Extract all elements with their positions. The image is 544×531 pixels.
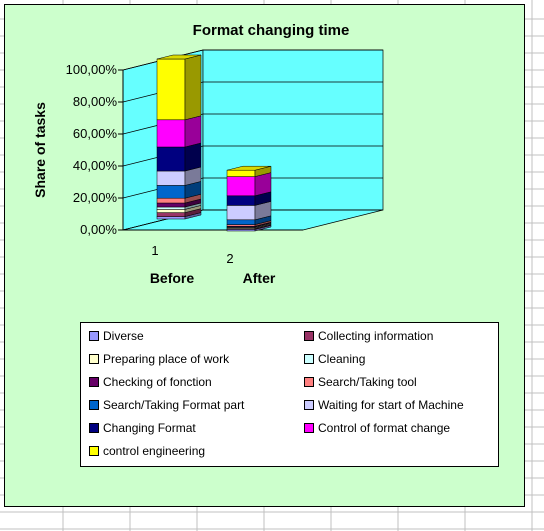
legend-label: Cleaning <box>318 352 366 366</box>
bar-segment <box>156 166 202 186</box>
y-tick-label: 80,00% <box>73 94 118 109</box>
legend-item: Waiting for start of Machine <box>304 396 464 414</box>
legend-label: Collecting information <box>318 329 434 343</box>
x-category-label: After <box>243 270 276 286</box>
legend-item: Preparing place of work <box>89 350 229 368</box>
legend-swatch <box>89 400 99 410</box>
legend-item: Cleaning <box>304 350 365 368</box>
legend-swatch <box>304 331 314 341</box>
x-axis-ticks: 1 Before 2 After <box>150 243 276 286</box>
legend-label: Preparing place of work <box>103 352 230 366</box>
bar-segment <box>226 172 272 197</box>
bar-segment <box>156 181 202 199</box>
bar-segment <box>156 142 202 172</box>
chart-area[interactable]: Format changing time 0,00% 20,00% 40,00% 60… <box>4 4 525 507</box>
legend-label: Waiting for start of Machine <box>318 398 464 412</box>
y-tick-label: 40,00% <box>73 158 118 173</box>
legend-label: Control of format change <box>318 421 451 435</box>
y-tick-label: 100,00% <box>66 62 118 77</box>
legend-item: Collecting information <box>304 327 433 345</box>
legend-swatch <box>304 400 314 410</box>
legend-label: Checking of fonction <box>103 375 212 389</box>
legend-item: Changing Format <box>89 419 196 437</box>
legend-label: Changing Format <box>103 421 196 435</box>
legend-label: control engineering <box>103 444 206 458</box>
y-axis-ticks: 0,00% 20,00% 40,00% 60,00% 80,00% 100,00% <box>66 62 303 237</box>
gridline <box>122 113 383 135</box>
legend-item: Search/Taking tool <box>304 373 417 391</box>
y-axis-label: Share of tasks <box>32 102 48 198</box>
bar-segment <box>156 208 202 217</box>
bar-top <box>226 165 272 171</box>
bars <box>156 54 272 232</box>
chart-plot: Format changing time 0,00% 20,00% 40,00% 60… <box>32 22 384 286</box>
legend-item: control engineering <box>89 442 205 460</box>
legend-swatch <box>89 446 99 456</box>
bar-segment <box>156 115 202 148</box>
gridline <box>122 81 383 103</box>
legend-item: Diverse <box>89 327 144 345</box>
y-tick-label: 20,00% <box>73 190 118 205</box>
x-tick-label: 2 <box>226 251 233 266</box>
bar-segment <box>226 225 272 232</box>
gridline <box>122 145 383 167</box>
legend-label: Diverse <box>103 329 144 343</box>
gridline <box>122 49 383 71</box>
y-tick-label: 0,00% <box>80 222 117 237</box>
legend-label: Search/Taking Format part <box>103 398 245 412</box>
legend-swatch <box>89 377 99 387</box>
legend-swatch <box>89 331 99 341</box>
legend-item: Search/Taking Format part <box>89 396 244 414</box>
legend[interactable]: Diverse Collecting information Preparing p… <box>80 322 499 467</box>
legend-swatch <box>304 423 314 433</box>
legend-label: Search/Taking tool <box>318 375 417 389</box>
legend-item: Control of format change <box>304 419 450 437</box>
gridline <box>122 177 383 199</box>
legend-swatch <box>89 423 99 433</box>
bar-top <box>156 54 202 60</box>
legend-swatch <box>304 377 314 387</box>
y-tick-label: 60,00% <box>73 126 118 141</box>
gridline <box>122 209 383 231</box>
legend-swatch <box>89 354 99 364</box>
x-tick-label: 1 <box>151 243 158 258</box>
x-category-label: Before <box>150 270 195 286</box>
legend-item: Checking of fonction <box>89 373 212 391</box>
chart-title: Format changing time <box>193 22 350 39</box>
bar-segment <box>156 54 202 121</box>
legend-swatch <box>304 354 314 364</box>
